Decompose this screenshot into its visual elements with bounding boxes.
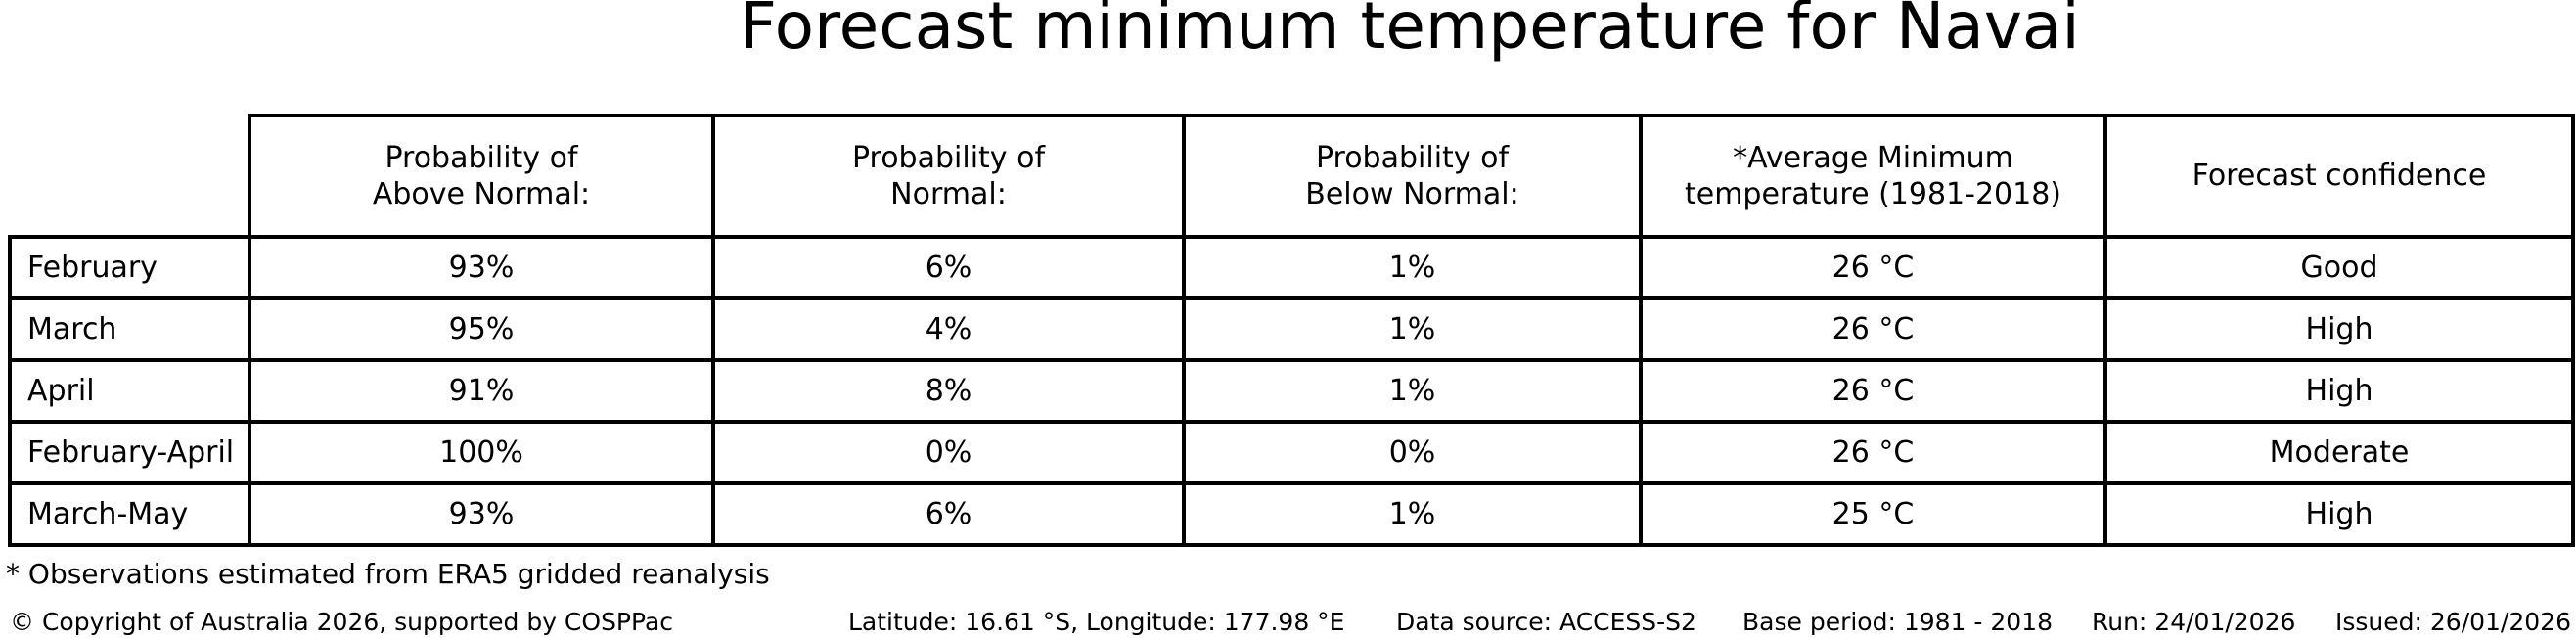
- cell-average-temperature: 26 °C: [1639, 235, 2107, 300]
- footer-data-source: Data source: ACCESS-S2: [1396, 608, 1696, 636]
- cell-normal: 6%: [711, 235, 1186, 300]
- cell-below-normal: 0%: [1182, 420, 1643, 485]
- cell-above-normal: 100%: [248, 420, 715, 485]
- row-label: February: [8, 235, 251, 300]
- cell-normal: 6%: [711, 481, 1186, 547]
- table-row-february-april: February-April 100% 0% 0% 26 °C Moderate: [8, 420, 2575, 485]
- cell-above-normal: 95%: [248, 296, 715, 362]
- page-title: Forecast minimum temperature for Navai: [740, 0, 2080, 64]
- cell-average-temperature: 26 °C: [1639, 420, 2107, 485]
- header-row: Probability of Above Normal: Probability…: [10, 114, 2575, 239]
- table-body: February 93% 6% 1% 26 °C Good March 95% …: [8, 235, 2575, 547]
- table-row-march: March 95% 4% 1% 26 °C High: [8, 296, 2575, 362]
- row-label: March: [8, 296, 251, 362]
- cell-below-normal: 1%: [1182, 296, 1643, 362]
- footer-issued-date: Issued: 26/01/2026: [2335, 608, 2571, 636]
- header-prob-normal: Probability of Normal:: [711, 114, 1186, 239]
- observations-footnote: * Observations estimated from ERA5 gridd…: [6, 558, 770, 590]
- cell-above-normal: 91%: [248, 358, 715, 424]
- cell-average-temperature: 26 °C: [1639, 358, 2107, 424]
- row-label: April: [8, 358, 251, 424]
- cell-confidence: Good: [2103, 235, 2575, 300]
- cell-confidence: Moderate: [2103, 420, 2575, 485]
- cell-confidence: High: [2103, 296, 2575, 362]
- cell-confidence: High: [2103, 481, 2575, 547]
- table-row-february: February 93% 6% 1% 26 °C Good: [8, 235, 2575, 300]
- header-prob-below-normal: Probability of Below Normal:: [1182, 114, 1643, 239]
- footer-lat-long: Latitude: 16.61 °S, Longitude: 177.98 °E: [848, 608, 1345, 636]
- cell-above-normal: 93%: [248, 235, 715, 300]
- cell-average-temperature: 25 °C: [1639, 481, 2107, 547]
- header-corner-blank: [10, 115, 249, 237]
- cell-average-temperature: 26 °C: [1639, 296, 2107, 362]
- cell-below-normal: 1%: [1182, 481, 1643, 547]
- row-label: February-April: [8, 420, 251, 485]
- footer-run-date: Run: 24/01/2026: [2092, 608, 2296, 636]
- forecast-table: Probability of Above Normal: Probability…: [8, 114, 2575, 547]
- header-prob-above-normal: Probability of Above Normal:: [248, 114, 715, 239]
- cell-confidence: High: [2103, 358, 2575, 424]
- cell-above-normal: 93%: [248, 481, 715, 547]
- cell-normal: 0%: [711, 420, 1186, 485]
- header-forecast-confidence: Forecast confidence: [2103, 114, 2575, 239]
- row-label: March-May: [8, 481, 251, 547]
- table-row-april: April 91% 8% 1% 26 °C High: [8, 358, 2575, 424]
- table-header: Probability of Above Normal: Probability…: [10, 114, 2575, 239]
- footer-copyright: © Copyright of Australia 2026, supported…: [10, 608, 674, 636]
- cell-below-normal: 1%: [1182, 358, 1643, 424]
- header-average-min-temperature: *Average Minimum temperature (1981-2018): [1639, 114, 2107, 239]
- table-row-march-may: March-May 93% 6% 1% 25 °C High: [8, 481, 2575, 547]
- cell-normal: 8%: [711, 358, 1186, 424]
- cell-below-normal: 1%: [1182, 235, 1643, 300]
- cell-normal: 4%: [711, 296, 1186, 362]
- footer-base-period: Base period: 1981 - 2018: [1742, 608, 2053, 636]
